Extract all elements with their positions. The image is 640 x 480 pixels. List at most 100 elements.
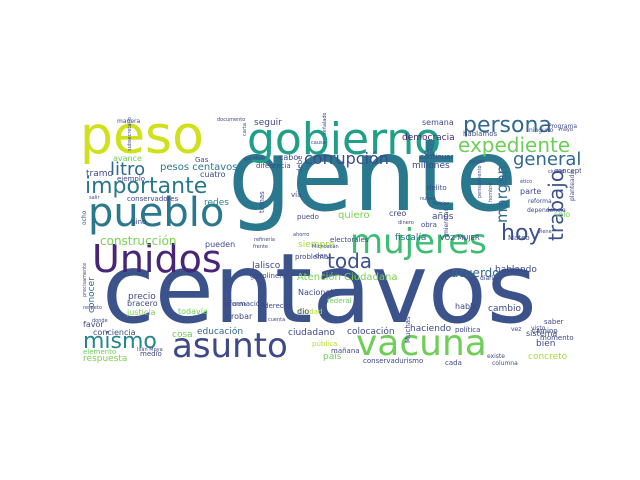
- word-mateo: Mateo: [508, 234, 530, 242]
- word-peso: peso: [80, 113, 204, 166]
- word-ocho: ocho: [81, 210, 88, 225]
- word-informacion: información: [223, 300, 265, 308]
- word-debe: debe: [296, 155, 304, 174]
- word-mayo: mayo: [559, 127, 573, 133]
- word-viene: viene: [538, 229, 552, 235]
- word-puedo: puedo: [297, 213, 319, 221]
- word-electorales: electorales: [330, 236, 369, 244]
- word-educacion: educación: [197, 327, 244, 337]
- word-nuevo: nuevo: [420, 196, 436, 202]
- word-respeto: respeto: [83, 305, 102, 311]
- word-democracia: democracia: [402, 133, 455, 143]
- word-derecho: derecho: [264, 302, 293, 310]
- word-asunto: asunto: [172, 326, 288, 366]
- word-hablar: hablar: [433, 201, 449, 207]
- word-seguir: seguir: [254, 118, 282, 128]
- word-diferencia: diferencia: [256, 162, 291, 170]
- word-precio: precio: [128, 292, 156, 302]
- word-robar: robar: [231, 312, 253, 321]
- word-mientras: mientras: [443, 208, 450, 235]
- word-atencion-ciudadana: Atención Ciudadana: [297, 272, 398, 283]
- word-carta: carta: [242, 123, 248, 136]
- word-ivan-moya: Iván Moya: [137, 347, 163, 353]
- word-conservadores: conservadores: [127, 195, 179, 203]
- word-bien: bien: [536, 339, 556, 349]
- word-gente: gente: [228, 117, 518, 234]
- word-cambio: cambio: [488, 304, 521, 314]
- word-gas: Gas: [195, 156, 209, 164]
- word-publica: pública: [312, 340, 338, 348]
- word-gobierno: gobierno: [247, 114, 442, 165]
- word-mujeres: mujeres: [350, 222, 487, 262]
- word-etico: ético: [520, 179, 533, 185]
- word-existe: existe: [487, 353, 505, 360]
- word-refineria: refinería: [254, 237, 275, 243]
- word-hombre: hombre: [488, 182, 494, 202]
- word-solo: solo: [554, 210, 571, 219]
- word-hablamos: hablamos: [463, 130, 498, 138]
- word-cuatro: cuatro: [200, 170, 226, 179]
- word-expediente: expediente: [458, 133, 571, 157]
- word-justicia: justicia: [127, 308, 156, 317]
- word-colocacion: colocación: [347, 327, 395, 337]
- word-pensamiento: pensamiento: [477, 165, 483, 198]
- word-hable: hablé: [455, 302, 478, 311]
- word-fiscalia: fiscalía: [395, 233, 427, 243]
- word-saber: saber: [544, 318, 564, 326]
- word-conservadurismo: conservadurismo: [363, 357, 424, 365]
- word-camino: camino: [532, 327, 558, 335]
- word-Unidos: Unidos: [92, 237, 222, 281]
- word-continuar: continuar: [420, 153, 454, 161]
- word-hoy: hoy: [501, 221, 542, 246]
- word-causa: causa: [311, 140, 326, 146]
- word-obra: obra: [421, 221, 437, 229]
- word-sino: sino: [132, 218, 147, 226]
- word-dio: dio: [297, 307, 310, 316]
- word-mismo: mismo: [83, 329, 157, 354]
- word-margen: margen: [493, 165, 511, 223]
- word-anos: años: [432, 212, 454, 222]
- word-bracero: bracero: [127, 299, 158, 308]
- word-reforma: reforma: [528, 198, 552, 205]
- word-de: dé: [424, 148, 434, 157]
- word-vacuna: vacuna: [356, 323, 487, 364]
- word-ninguno: ninguno: [529, 127, 554, 134]
- word-ahorro: ahorro: [293, 232, 310, 238]
- word-michoacan: Michoacán: [312, 244, 339, 250]
- word-haciendo: haciendo: [410, 324, 452, 334]
- word-nacional: Nacional: [298, 288, 333, 297]
- word-via: vía: [291, 191, 302, 199]
- word-pesos-centavos: pesos centavos: [160, 162, 238, 173]
- word-elemento: elemento: [83, 348, 117, 356]
- word-delito: delito: [427, 184, 447, 192]
- word-importante: importante: [85, 174, 208, 199]
- word-voz-mujer: VOZ MUJER: [440, 234, 480, 242]
- word-salir: salir: [89, 195, 100, 201]
- word-temas: temas: [258, 191, 266, 213]
- word-centavos: centavos: [102, 233, 537, 345]
- word-dependencia: dependencia: [527, 207, 566, 214]
- word-litro: litro: [110, 159, 146, 180]
- word-federal: federal: [327, 297, 352, 305]
- word-medio: medio: [140, 350, 162, 358]
- word-columna: columna: [492, 360, 518, 367]
- word-dar: dar: [315, 252, 327, 260]
- word-diario: diario: [480, 275, 497, 282]
- word-paises: países: [469, 159, 485, 165]
- word-pueblo: pueblo: [88, 190, 225, 236]
- word-momento: momento: [540, 334, 574, 342]
- word-persona: persona: [463, 113, 552, 138]
- word-vez: vez: [511, 326, 522, 333]
- word-parte: parte: [520, 187, 542, 196]
- word-ciudad-small: ciudad: [548, 169, 565, 175]
- word-manera: manera: [117, 118, 141, 125]
- word-frente: frente: [253, 244, 268, 250]
- word-respuesta: respuesta: [83, 354, 128, 364]
- word-concreto: concreto: [528, 352, 568, 362]
- word-programa: Programa: [548, 123, 577, 130]
- word-corrupcion: corrupción: [304, 149, 389, 168]
- word-ciudadano: ciudadano: [288, 328, 335, 338]
- word-manana: mañana: [331, 347, 360, 355]
- word-ciudad: Ciudad: [298, 308, 323, 316]
- word-gasolinera: gasolinera: [250, 272, 287, 280]
